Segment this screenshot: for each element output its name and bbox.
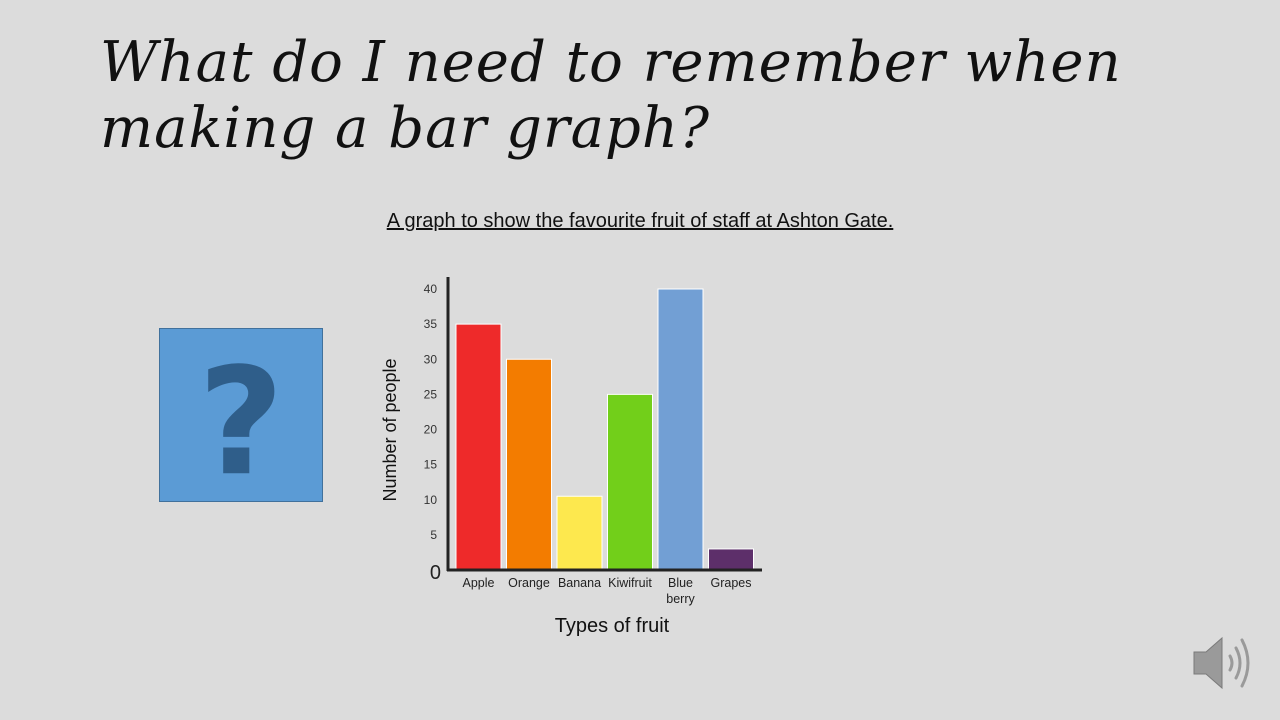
x-tick-label: Banana: [558, 576, 601, 590]
y-tick-label: 20: [424, 423, 438, 437]
y-tick-label: 5: [430, 528, 437, 542]
x-axis-label: Types of fruit: [555, 615, 670, 637]
x-tick-label: Orange: [508, 576, 550, 590]
y-tick-label: 40: [424, 282, 438, 296]
y-tick-label: 15: [424, 458, 438, 472]
bar-orange: [506, 358, 552, 571]
bar-banana: [556, 495, 603, 571]
chart-heading: A graph to show the favourite fruit of s…: [386, 210, 894, 232]
y-tick-label: 10: [424, 493, 438, 507]
question-box: ?: [159, 328, 323, 502]
y-axis-label: Number of people: [380, 358, 400, 501]
bar-blue-berry: [657, 288, 704, 571]
bar-apple: [455, 323, 502, 571]
question-mark-icon: ?: [198, 335, 284, 501]
x-tick-label: Apple: [463, 576, 495, 590]
x-tick-label: berry: [666, 592, 695, 606]
x-tick-label: Grapes: [711, 576, 752, 590]
question-glyph: ?: [198, 335, 284, 501]
speaker-icon[interactable]: [1190, 630, 1260, 696]
x-tick-label: Kiwifruit: [608, 576, 652, 590]
bar-kiwifruit: [607, 393, 653, 571]
bar-grapes: [708, 548, 754, 571]
x-tick-label: Blue: [668, 576, 693, 590]
y-tick-label: 35: [424, 317, 438, 331]
y-tick-label: 0: [430, 562, 441, 584]
y-tick-label: 30: [424, 352, 438, 366]
bar-chart: Apple Orange Banana Kiwifruit Blue berry Grape…: [380, 277, 762, 637]
slide-title: What do I need to remember when making a…: [100, 30, 1122, 161]
y-tick-label: 25: [424, 387, 438, 401]
